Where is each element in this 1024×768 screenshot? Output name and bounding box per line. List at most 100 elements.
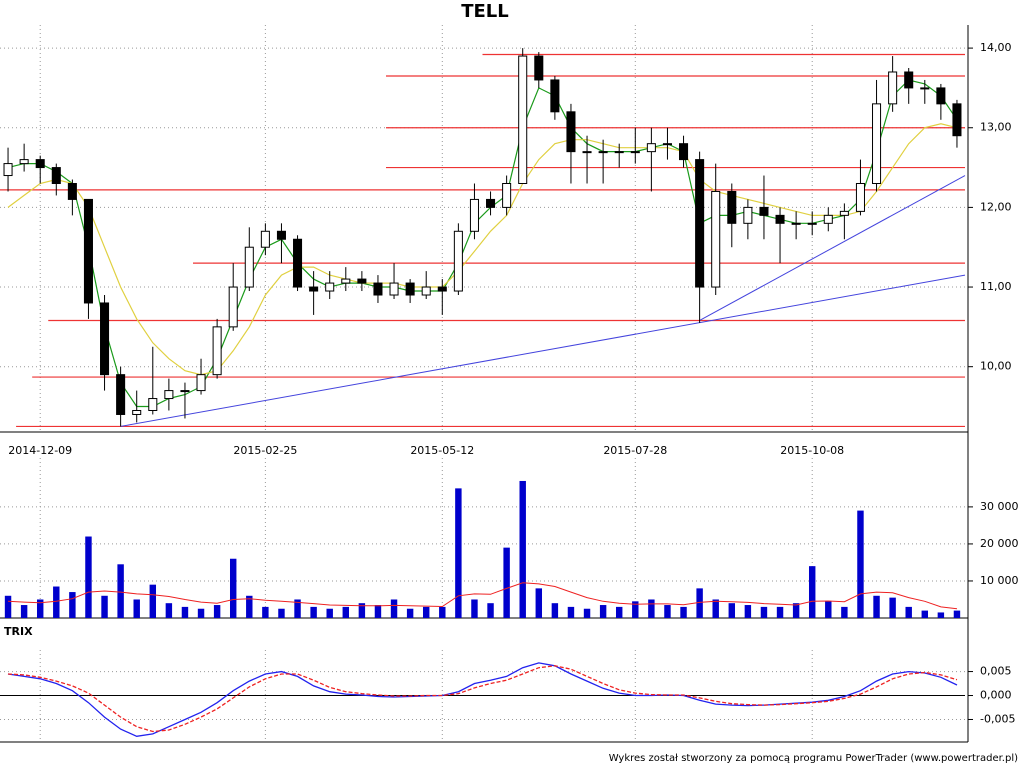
y-tick-label: 13,00 — [980, 121, 1012, 134]
volume-bar — [69, 592, 76, 618]
candle-body — [309, 286, 319, 292]
candle-body — [695, 159, 705, 288]
volume-bar — [165, 603, 173, 618]
candle-body — [244, 246, 254, 288]
volume-bar — [455, 488, 462, 618]
trix-line — [7, 665, 958, 733]
candle-body — [405, 282, 415, 296]
volume-bar — [278, 608, 285, 618]
volume-bar — [294, 599, 301, 618]
candle-body — [276, 230, 286, 240]
volume-bar — [197, 608, 205, 618]
candle-body — [453, 230, 463, 292]
candle-body — [116, 374, 126, 415]
volume-bar — [760, 606, 768, 618]
volume-bar — [149, 584, 157, 618]
candle-body — [936, 87, 946, 105]
y-tick-label: 14,00 — [980, 41, 1012, 54]
candle-body — [630, 151, 640, 154]
candle-body — [727, 190, 737, 224]
candle-body — [164, 390, 174, 400]
volume-bar — [439, 606, 446, 618]
candle-body — [196, 374, 206, 392]
volume-bar — [792, 603, 800, 618]
volume-bar — [503, 547, 510, 618]
x-tick-label: 2015-05-12 — [410, 444, 474, 457]
y-tick-label: 30 000 — [980, 500, 1019, 513]
volume-bar — [213, 605, 221, 618]
volume-bar — [728, 603, 736, 618]
volume-bar — [551, 603, 559, 618]
candle-body — [437, 286, 447, 292]
volume-bar — [873, 595, 880, 618]
volume-bar — [680, 606, 687, 618]
volume-bar — [648, 599, 655, 618]
candle-body — [67, 182, 77, 200]
volume-bar — [599, 605, 607, 618]
volume-bar — [744, 605, 752, 618]
volume-bar — [937, 612, 945, 618]
candle-body — [904, 71, 914, 89]
chart-title: TELL — [461, 1, 509, 22]
volume-bar — [229, 558, 237, 618]
candle-body — [293, 238, 303, 288]
candle-body — [582, 151, 592, 154]
volume-bar — [664, 605, 671, 618]
volume-bar — [117, 564, 124, 618]
volume-bar — [310, 606, 317, 618]
x-tick-label: 2014-12-09 — [8, 444, 72, 457]
candle-body — [759, 206, 769, 216]
volume-bar — [181, 606, 189, 618]
volume-bar — [889, 597, 896, 618]
candle-body — [357, 278, 367, 284]
candle-body — [775, 214, 785, 224]
volume-bar — [390, 599, 398, 618]
candle-body — [614, 151, 624, 154]
volume-bar — [841, 606, 848, 618]
volume-bar — [422, 606, 430, 618]
trend-line — [120, 274, 966, 427]
candle-body — [212, 326, 222, 376]
candle-body — [502, 182, 512, 208]
trix-line — [7, 662, 958, 737]
volume-bar — [825, 601, 832, 618]
candle-body — [132, 409, 142, 415]
candle-body — [711, 190, 721, 288]
volume-bar — [246, 595, 253, 618]
candle-body — [421, 286, 431, 296]
candle-body — [228, 286, 238, 328]
candle-body — [534, 55, 544, 81]
y-tick-label: 20 000 — [980, 537, 1019, 550]
volume-bar — [36, 599, 44, 618]
y-tick-label: 0,000 — [980, 689, 1012, 702]
y-tick-label: 11,00 — [980, 280, 1012, 293]
candle-body — [920, 87, 930, 90]
y-tick-label: 12,00 — [980, 200, 1012, 213]
volume-bar — [519, 480, 526, 618]
candle-body — [19, 159, 29, 165]
candle-body — [260, 230, 270, 248]
candle-body — [518, 55, 528, 184]
y-tick-label: 0,005 — [980, 665, 1012, 678]
volume-bar — [808, 566, 816, 618]
x-tick-label: 2015-10-08 — [780, 444, 844, 457]
x-tick-label: 2015-07-28 — [603, 444, 667, 457]
volume-bar — [133, 599, 140, 618]
volume-bar — [857, 510, 864, 618]
volume-bar — [358, 603, 366, 618]
candle-body — [373, 282, 383, 296]
candle-body — [598, 151, 608, 154]
volume-bar — [471, 599, 478, 618]
candle-body — [952, 103, 962, 137]
candle-body — [662, 143, 672, 146]
y-tick-label: 10 000 — [980, 574, 1019, 587]
volume-bar — [53, 586, 60, 618]
candle-body — [743, 206, 753, 224]
candle-body — [550, 79, 560, 113]
volume-bar — [567, 606, 575, 618]
candle-body — [341, 278, 351, 284]
candle-body — [100, 302, 110, 376]
candle-body — [35, 159, 45, 169]
volume-bar — [101, 595, 108, 618]
x-tick-label: 2015-02-25 — [233, 444, 297, 457]
